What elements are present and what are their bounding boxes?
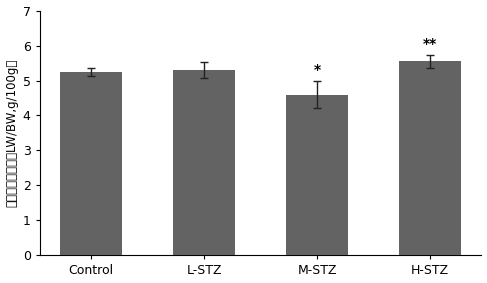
Y-axis label: 各组小鼠肝指数（LW/BW,g/100g）: 各组小鼠肝指数（LW/BW,g/100g） bbox=[5, 59, 19, 207]
Text: **: ** bbox=[423, 37, 437, 51]
Text: *: * bbox=[314, 63, 321, 77]
Bar bbox=[399, 61, 461, 256]
Bar bbox=[60, 72, 122, 256]
Bar bbox=[173, 70, 235, 256]
Bar bbox=[286, 95, 348, 256]
